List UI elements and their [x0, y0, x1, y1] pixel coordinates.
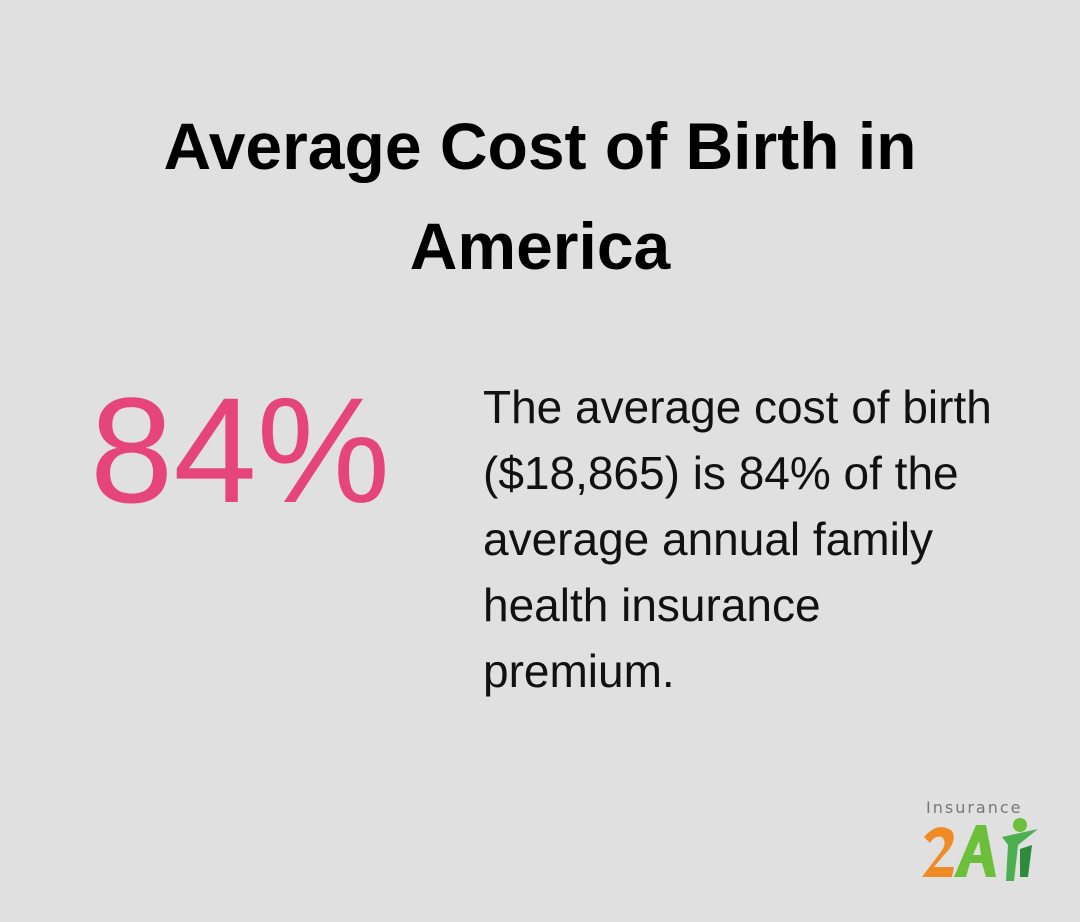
- logo-shape: [1013, 818, 1027, 832]
- title: Average Cost of Birth in America: [163, 109, 917, 283]
- logo-label: Insurance: [926, 798, 1023, 817]
- logo: [922, 818, 1038, 881]
- logo-shape: [1020, 845, 1032, 877]
- logo-shape: [922, 827, 954, 877]
- logo-shape: [1002, 829, 1038, 881]
- stat-description: The average cost of birth ($18,865) is 8…: [483, 381, 992, 697]
- stat-value: 84%: [89, 366, 391, 534]
- logo-shape: [954, 825, 996, 877]
